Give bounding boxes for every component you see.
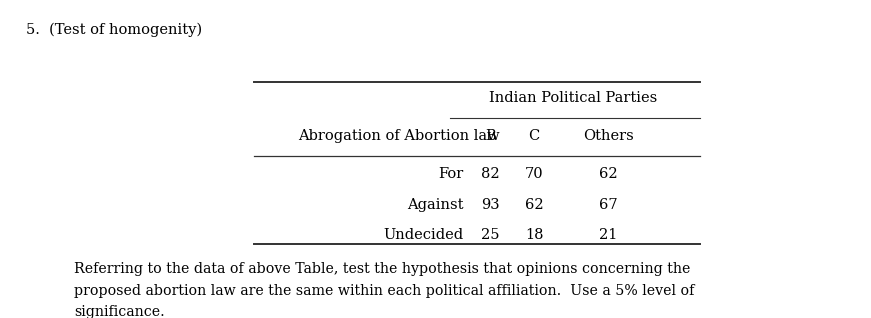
Text: 21: 21 xyxy=(599,228,618,242)
Text: 62: 62 xyxy=(525,198,544,212)
Text: 62: 62 xyxy=(599,167,618,181)
Text: For: For xyxy=(438,167,463,181)
Text: proposed abortion law are the same within each political affiliation.  Use a 5% : proposed abortion law are the same withi… xyxy=(74,284,694,298)
Text: Abrogation of Abortion law: Abrogation of Abortion law xyxy=(298,129,499,143)
Text: significance.: significance. xyxy=(74,305,165,318)
Text: Indian Political Parties: Indian Political Parties xyxy=(489,91,657,105)
Text: B: B xyxy=(485,129,496,143)
Text: 18: 18 xyxy=(525,228,544,242)
Text: Against: Against xyxy=(407,198,463,212)
Text: 82: 82 xyxy=(481,167,500,181)
Text: 5.  (Test of homogenity): 5. (Test of homogenity) xyxy=(26,22,202,37)
Text: Others: Others xyxy=(583,129,634,143)
Text: Undecided: Undecided xyxy=(383,228,463,242)
Text: 25: 25 xyxy=(481,228,499,242)
Text: Referring to the data of above Table, test the hypothesis that opinions concerni: Referring to the data of above Table, te… xyxy=(74,262,691,276)
Text: 70: 70 xyxy=(525,167,544,181)
Text: C: C xyxy=(529,129,540,143)
Text: 93: 93 xyxy=(481,198,500,212)
Text: 67: 67 xyxy=(599,198,618,212)
